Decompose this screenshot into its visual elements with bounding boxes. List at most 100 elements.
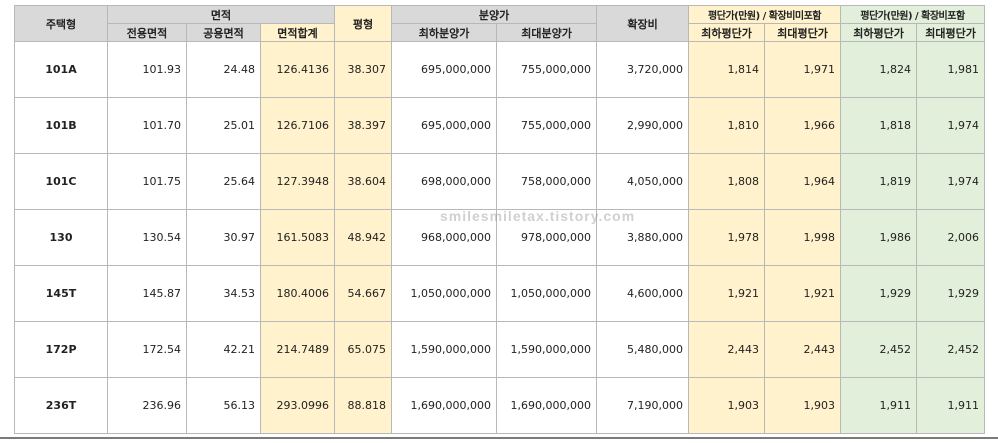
cell-min-price: 1,690,000,000 — [391, 377, 498, 434]
cell-min-price: 698,000,000 — [391, 153, 498, 210]
cell-total-area: 161.5083 — [259, 209, 336, 266]
header-common-area: 공용면적 — [186, 23, 261, 42]
watermark-text: smilesmiletax.tistory.com — [440, 208, 636, 224]
cell-total-area: 127.3948 — [259, 153, 336, 210]
table-row: 130 130.54 30.97 161.5083 48.942 968,000,000 9… — [14, 209, 986, 266]
header-per-pyeong-excl: 평단가(만원) / 확장비미포함 — [688, 5, 842, 24]
cell-type: 145T — [14, 265, 108, 322]
cell-excl-max-per-pyeong: 1,998 — [764, 209, 842, 266]
cell-exclusive-area: 145.87 — [107, 265, 187, 322]
header-row-sub: 전용면적 공용면적 면적합계 최하분양가 최대분양가 최하평단가 최대평단가 최… — [15, 23, 986, 42]
cell-exclusive-area: 172.54 — [107, 321, 187, 378]
cell-incl-min-per-pyeong: 1,929 — [840, 265, 918, 322]
cell-type: 101A — [14, 41, 108, 98]
cell-min-price: 695,000,000 — [391, 97, 498, 154]
cell-common-area: 25.64 — [186, 153, 261, 210]
cell-incl-max-per-pyeong: 1,911 — [916, 377, 986, 434]
cell-incl-min-per-pyeong: 1,911 — [840, 377, 918, 434]
price-table: 주택형 면적 평형 분양가 확장비 평단가(만원) / 확장비미포함 평단가(만… — [14, 5, 986, 434]
cell-total-area: 293.0996 — [259, 377, 336, 434]
cell-min-price: 1,590,000,000 — [391, 321, 498, 378]
cell-exclusive-area: 101.93 — [107, 41, 187, 98]
cell-min-price: 695,000,000 — [391, 41, 498, 98]
cell-min-price: 968,000,000 — [391, 209, 498, 266]
cell-min-price: 1,050,000,000 — [391, 265, 498, 322]
cell-excl-min-per-pyeong: 2,443 — [688, 321, 766, 378]
cell-excl-max-per-pyeong: 1,966 — [764, 97, 842, 154]
cell-total-area: 126.7106 — [259, 97, 336, 154]
cell-max-price: 1,050,000,000 — [496, 265, 598, 322]
cell-common-area: 56.13 — [186, 377, 261, 434]
cell-pyeong: 48.942 — [334, 209, 393, 266]
header-sale-group: 분양가 — [391, 5, 598, 24]
cell-expansion: 4,050,000 — [596, 153, 690, 210]
cell-incl-min-per-pyeong: 2,452 — [840, 321, 918, 378]
cell-excl-max-per-pyeong: 2,443 — [764, 321, 842, 378]
cell-max-price: 758,000,000 — [496, 153, 598, 210]
cell-pyeong: 38.604 — [334, 153, 393, 210]
cell-common-area: 30.97 — [186, 209, 261, 266]
cell-max-price: 1,590,000,000 — [496, 321, 598, 378]
cell-excl-min-per-pyeong: 1,921 — [688, 265, 766, 322]
header-excl-max-per-pyeong: 최대평단가 — [764, 23, 842, 42]
cell-total-area: 180.4006 — [259, 265, 336, 322]
table-row: 101A 101.93 24.48 126.4136 38.307 695,000,000… — [14, 41, 986, 98]
header-incl-min-per-pyeong: 최하평단가 — [840, 23, 918, 42]
cell-incl-max-per-pyeong: 1,929 — [916, 265, 986, 322]
cell-excl-max-per-pyeong: 1,921 — [764, 265, 842, 322]
cell-exclusive-area: 236.96 — [107, 377, 187, 434]
cell-total-area: 214.7489 — [259, 321, 336, 378]
cell-incl-max-per-pyeong: 1,974 — [916, 97, 986, 154]
cell-expansion: 3,720,000 — [596, 41, 690, 98]
cell-total-area: 126.4136 — [259, 41, 336, 98]
cell-expansion: 7,190,000 — [596, 377, 690, 434]
cell-common-area: 25.01 — [186, 97, 261, 154]
cell-type: 236T — [14, 377, 108, 434]
cell-pyeong: 65.075 — [334, 321, 393, 378]
cell-excl-max-per-pyeong: 1,903 — [764, 377, 842, 434]
price-table-container: 주택형 면적 평형 분양가 확장비 평단가(만원) / 확장비미포함 평단가(만… — [14, 5, 986, 434]
cell-excl-min-per-pyeong: 1,814 — [688, 41, 766, 98]
cell-type: 101C — [14, 153, 108, 210]
cell-exclusive-area: 130.54 — [107, 209, 187, 266]
cell-incl-min-per-pyeong: 1,818 — [840, 97, 918, 154]
cell-type: 101B — [14, 97, 108, 154]
cell-expansion: 4,600,000 — [596, 265, 690, 322]
cell-incl-max-per-pyeong: 2,006 — [916, 209, 986, 266]
table-row: 145T 145.87 34.53 180.4006 54.667 1,050,000,0… — [14, 265, 986, 322]
cell-pyeong: 38.397 — [334, 97, 393, 154]
cell-excl-max-per-pyeong: 1,964 — [764, 153, 842, 210]
cell-type: 130 — [14, 209, 108, 266]
table-row: 172P 172.54 42.21 214.7489 65.075 1,590,000,0… — [14, 321, 986, 378]
cell-common-area: 24.48 — [186, 41, 261, 98]
cell-excl-min-per-pyeong: 1,978 — [688, 209, 766, 266]
cell-excl-min-per-pyeong: 1,810 — [688, 97, 766, 154]
cell-max-price: 1,690,000,000 — [496, 377, 598, 434]
cell-max-price: 755,000,000 — [496, 97, 598, 154]
header-incl-max-per-pyeong: 최대평단가 — [916, 23, 986, 42]
bottom-divider — [0, 437, 998, 439]
cell-incl-min-per-pyeong: 1,824 — [840, 41, 918, 98]
cell-incl-min-per-pyeong: 1,819 — [840, 153, 918, 210]
table-body: 101A 101.93 24.48 126.4136 38.307 695,000,000… — [14, 41, 986, 434]
header-excl-min-per-pyeong: 최하평단가 — [688, 23, 766, 42]
cell-common-area: 34.53 — [186, 265, 261, 322]
header-expansion: 확장비 — [596, 5, 690, 42]
cell-incl-max-per-pyeong: 1,981 — [916, 41, 986, 98]
cell-expansion: 2,990,000 — [596, 97, 690, 154]
table-row: 101C 101.75 25.64 127.3948 38.604 698,000,000… — [14, 153, 986, 210]
cell-exclusive-area: 101.70 — [107, 97, 187, 154]
table-row: 101B 101.70 25.01 126.7106 38.397 695,000,000… — [14, 97, 986, 154]
cell-incl-min-per-pyeong: 1,986 — [840, 209, 918, 266]
header-exclusive-area: 전용면적 — [107, 23, 187, 42]
cell-pyeong: 38.307 — [334, 41, 393, 98]
cell-max-price: 978,000,000 — [496, 209, 598, 266]
cell-excl-max-per-pyeong: 1,971 — [764, 41, 842, 98]
header-total-area: 면적합계 — [259, 23, 336, 42]
cell-common-area: 42.21 — [186, 321, 261, 378]
header-area-group: 면적 — [106, 5, 336, 24]
cell-exclusive-area: 101.75 — [107, 153, 187, 210]
cell-max-price: 755,000,000 — [496, 41, 598, 98]
cell-pyeong: 88.818 — [334, 377, 393, 434]
cell-incl-max-per-pyeong: 1,974 — [916, 153, 986, 210]
